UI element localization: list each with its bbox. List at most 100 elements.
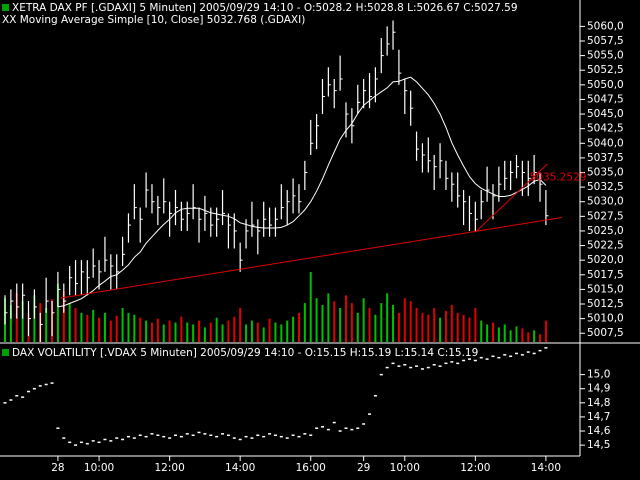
y-tick-label: 5022,5: [587, 240, 624, 252]
volume-bar: [98, 317, 101, 342]
volume-bar: [456, 312, 459, 342]
volume-bar: [368, 307, 371, 342]
y-tick-label: 14,8: [587, 397, 610, 409]
volume-bar: [33, 295, 36, 342]
volume-bar: [427, 314, 430, 342]
volume-bar: [92, 309, 95, 342]
y-tick-label: 5042,5: [587, 123, 624, 135]
volume-bar: [503, 324, 506, 342]
volume-bar: [68, 303, 71, 342]
volume-bar: [121, 307, 124, 342]
y-tick-label: 14,7: [587, 411, 610, 423]
volume-bar: [392, 305, 395, 342]
volume-bar: [450, 305, 453, 342]
volume-bar: [109, 320, 112, 342]
volume-bar: [80, 312, 83, 342]
x-tick-label: 12:00: [460, 462, 490, 474]
y-tick-label: 14,6: [587, 425, 611, 437]
volume-bar: [444, 310, 447, 342]
volume-bar: [386, 293, 389, 342]
volume-bar: [56, 283, 59, 342]
volume-bar: [327, 293, 330, 342]
y-tick-label: 5047,5: [587, 93, 624, 105]
x-tick-label: 10:00: [390, 462, 420, 474]
volume-bar: [521, 328, 524, 342]
y-tick-label: 5012,5: [587, 298, 624, 310]
volume-bar: [21, 301, 24, 342]
y-tick-label: 5017,5: [587, 269, 624, 281]
volume-bar: [133, 314, 136, 342]
volume-bar: [380, 303, 383, 342]
volume-bar: [245, 324, 248, 342]
volume-bar: [127, 312, 130, 342]
chart-title: XETRA DAX PF [.GDAXI] 5 Minuten] 2005/09…: [12, 2, 518, 14]
volume-bar: [509, 330, 512, 342]
volume-bar: [315, 298, 318, 342]
volume-bar: [286, 320, 289, 342]
y-tick-label: 5045,0: [587, 108, 624, 120]
chart-subtitle: XX Moving Average Simple [10, Close] 503…: [2, 14, 305, 26]
volume-bar: [203, 327, 206, 342]
icon: [2, 349, 9, 356]
volume-bar: [145, 320, 148, 342]
volume-bar: [439, 317, 442, 342]
volume-bar: [533, 330, 536, 342]
volume-bar: [250, 320, 253, 342]
trendline: [475, 163, 549, 233]
x-tick-label: 14:00: [531, 462, 561, 474]
y-tick-label: 5010,0: [587, 313, 624, 325]
y-tick-label: 5050,0: [587, 79, 624, 91]
volume-bar: [480, 320, 483, 342]
x-tick-label: 10:00: [84, 462, 114, 474]
volume-bar: [356, 312, 359, 342]
volume-bar: [209, 322, 212, 342]
volume-bar: [350, 303, 353, 342]
volume-bar: [486, 324, 489, 342]
volume-bar: [180, 316, 183, 342]
volume-bar: [186, 322, 189, 342]
volume-bar: [215, 317, 218, 342]
y-tick-label: 5040,0: [587, 137, 624, 149]
volume-bar: [362, 298, 365, 342]
y-tick-label: 5025,0: [587, 225, 624, 237]
volume-bar: [303, 303, 306, 342]
volume-bar: [421, 312, 424, 342]
volume-bar: [491, 322, 494, 342]
y-tick-label: 14,5: [587, 439, 610, 451]
volume-bar: [174, 322, 177, 342]
panel-title: DAX VOLATILITY [.VDAX 5 Minuten] 2005/09…: [12, 347, 478, 359]
volume-bar: [45, 307, 48, 342]
volume-bar: [192, 324, 195, 342]
volume-bar: [474, 307, 477, 342]
y-tick-label: 5035,0: [587, 167, 624, 179]
volume-bar: [233, 316, 236, 342]
y-tick-label: 5030,0: [587, 196, 624, 208]
volume-bar: [527, 332, 530, 342]
x-tick-label: 12:00: [154, 462, 184, 474]
x-tick-label: 16:00: [296, 462, 326, 474]
volume-bar: [297, 312, 300, 342]
y-tick-label: 5060,0: [587, 20, 624, 32]
volume-bar: [333, 301, 336, 342]
volume-bar: [339, 307, 342, 342]
x-tick-label: 28: [51, 462, 64, 474]
volume-bar: [539, 334, 542, 342]
annotation: 5035.2529: [530, 172, 587, 184]
y-tick-label: 5052,5: [587, 64, 624, 76]
volume-bar: [462, 314, 465, 342]
volume-bar: [262, 327, 265, 342]
volume-bar: [115, 315, 118, 342]
volume-bar: [227, 320, 230, 342]
y-tick-label: 5032,5: [587, 181, 624, 193]
volume-bar: [268, 318, 271, 342]
volume-bar: [468, 317, 471, 342]
volume-bar: [86, 314, 89, 342]
volume-bar: [403, 298, 406, 342]
volume-bar: [515, 326, 518, 342]
volume-bar: [239, 307, 242, 342]
volume-bar: [74, 307, 77, 342]
volume-bar: [274, 322, 277, 342]
volume-bar: [156, 318, 159, 342]
volume-bar: [162, 324, 165, 342]
